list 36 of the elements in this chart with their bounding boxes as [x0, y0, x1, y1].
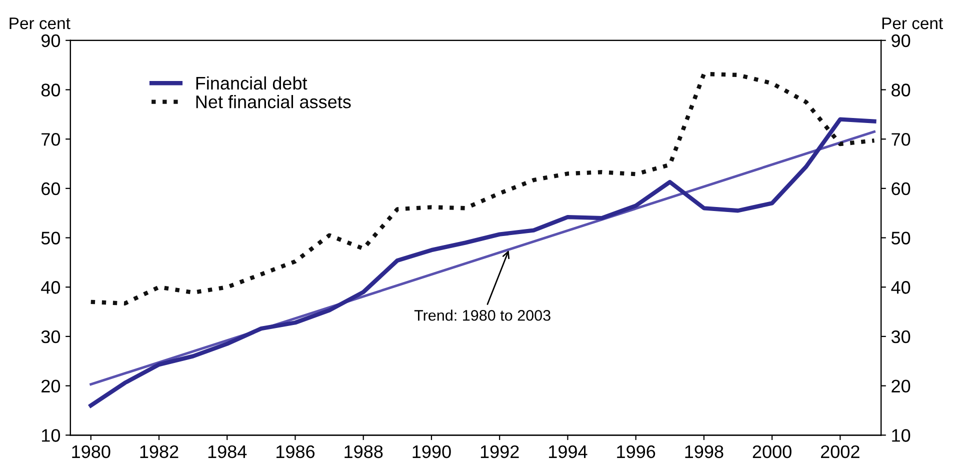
y-tick-label: 50	[41, 232, 60, 244]
y2-tick-label: 30	[891, 330, 910, 344]
y2-tick-label: 20	[892, 380, 910, 393]
y-tick-label: 90	[41, 34, 60, 48]
x-tick-label: 1984	[208, 445, 247, 458]
legend-label: Financial debt	[196, 76, 308, 90]
y2-tick-label: 50	[891, 232, 910, 244]
legend-label: Net financial assets	[196, 95, 351, 108]
y-axis-title: Per cent	[10, 18, 70, 30]
y2-tick-label: 70	[892, 133, 910, 146]
y-tick-label: 20	[42, 380, 60, 393]
annotation: Trend: 1980 to 2003	[414, 310, 550, 321]
x-tick-label: 1994	[549, 445, 588, 458]
y2-tick-label: 90	[892, 34, 910, 48]
x-tick-label: 1990	[412, 445, 451, 458]
y-tick-label: 80	[41, 84, 60, 96]
y2-tick-label: 80	[892, 84, 910, 96]
x-tick-label: 1986	[276, 445, 315, 458]
x-tick-label: 2000	[752, 445, 792, 458]
y2-axis-title: Per cent	[882, 18, 943, 30]
y-tick-label: 70	[42, 133, 60, 146]
x-tick-label: 1992	[480, 445, 519, 458]
x-tick-label: 1980	[72, 445, 110, 458]
y2-tick-label: 60	[892, 182, 910, 196]
y-tick-label: 60	[42, 182, 60, 196]
x-tick-label: 1996	[617, 445, 656, 458]
x-tick-label: 2002	[821, 445, 860, 458]
y2-tick-label: 10	[892, 429, 910, 442]
line-series	[88, 72, 876, 306]
y2-tick-label: 40	[891, 281, 910, 294]
x-tick-label: 1988	[344, 445, 383, 458]
y-tick-label: 40	[41, 281, 60, 294]
y-tick-label: 30	[41, 330, 60, 344]
x-tick-label: 1982	[140, 445, 178, 458]
x-tick-label: 1998	[685, 445, 724, 458]
y-tick-label: 10	[42, 429, 60, 442]
